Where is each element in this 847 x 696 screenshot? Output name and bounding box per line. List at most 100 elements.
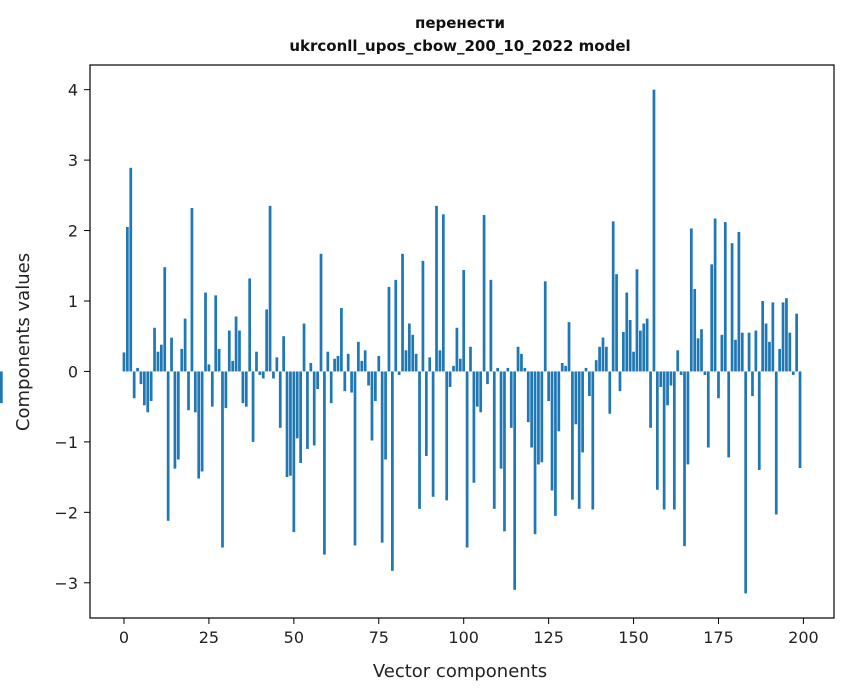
bar-145 — [615, 274, 618, 372]
bar-17 — [180, 348, 184, 372]
bar-34 — [238, 330, 241, 372]
bar-81 — [397, 371, 401, 375]
bar-128 — [557, 371, 561, 432]
bar-63 — [336, 355, 340, 372]
bar-48 — [285, 371, 289, 478]
bar-15 — [173, 371, 177, 469]
bar-54 — [306, 371, 309, 449]
bar-109 — [492, 371, 496, 509]
bar-113 — [506, 367, 510, 372]
bar-99 — [458, 358, 462, 372]
x-tick-label-175: 175 — [703, 628, 734, 647]
bar-56 — [312, 371, 316, 446]
bar-192 — [774, 371, 778, 515]
x-tick-label-50: 50 — [284, 628, 304, 647]
bar-196 — [788, 332, 792, 372]
y-tick-label-0: 0 — [68, 362, 78, 381]
bar-84 — [407, 323, 411, 372]
bar-51 — [295, 371, 299, 439]
bar-62 — [333, 358, 336, 372]
bar-49 — [289, 371, 292, 476]
bar-31 — [227, 330, 231, 372]
bar-60 — [326, 351, 330, 372]
bar-12 — [163, 267, 167, 372]
bar-169 — [696, 338, 700, 372]
bar-29 — [221, 371, 224, 548]
bar-195 — [785, 298, 788, 372]
bar-183 — [744, 371, 748, 594]
bar-64 — [340, 308, 343, 372]
bar-71 — [363, 350, 367, 372]
bar-0 — [122, 352, 126, 372]
bar-198 — [795, 313, 798, 372]
bar-85 — [411, 334, 415, 372]
bar-160 — [666, 371, 669, 406]
bar-94 — [441, 214, 445, 372]
bar-126 — [550, 371, 554, 491]
bar-143 — [608, 371, 612, 414]
bar-107 — [486, 371, 489, 385]
plot-area-frame — [89, 64, 835, 619]
bar-75 — [377, 355, 381, 372]
bar-46 — [278, 371, 282, 428]
bar-155 — [649, 371, 652, 428]
bar-129 — [560, 362, 564, 372]
bar-5 — [139, 371, 143, 385]
bar-20 — [190, 208, 194, 372]
x-axis: 0 25 50 75 100 125 150 175 200 — [119, 618, 819, 647]
bar-43 — [268, 205, 272, 372]
bar-189 — [764, 323, 768, 372]
bar-180 — [734, 339, 737, 372]
bar-178 — [727, 371, 731, 458]
x-axis-label: Vector components — [373, 661, 547, 682]
bar-76 — [380, 371, 384, 543]
bar-153 — [642, 323, 646, 372]
bar-186 — [754, 330, 758, 372]
bar-6 — [143, 371, 146, 406]
bar-80 — [394, 279, 398, 372]
bar-172 — [706, 371, 710, 448]
bar-121 — [533, 371, 537, 535]
bar-24 — [204, 292, 207, 372]
bar-185 — [751, 371, 754, 397]
bar-110 — [496, 367, 500, 372]
bar-122 — [537, 371, 540, 465]
bar-193 — [778, 348, 781, 372]
bar-89 — [424, 371, 428, 456]
y-axis: −3 −2 −1 0 1 2 3 4 — [54, 81, 90, 593]
bar-159 — [662, 371, 666, 510]
bar-37 — [248, 278, 252, 372]
bar-86 — [414, 353, 418, 372]
y-tick-label--1: −1 — [54, 433, 78, 452]
bar-57 — [316, 371, 319, 390]
bar-52 — [299, 371, 302, 464]
x-tick-label-25: 25 — [199, 628, 219, 647]
bar-70 — [360, 360, 364, 372]
bar-197 — [791, 371, 795, 375]
bar-35 — [241, 371, 245, 404]
bar-191 — [771, 302, 775, 372]
bar-146 — [618, 371, 622, 392]
bar-130 — [564, 365, 567, 372]
bar-176 — [720, 334, 724, 372]
bar-90 — [428, 357, 432, 372]
bars-group — [0, 89, 802, 594]
bar-92 — [435, 205, 438, 372]
bar-13 — [166, 371, 170, 521]
bar-141 — [601, 337, 605, 372]
bar-21 — [193, 371, 197, 413]
bar-103 — [472, 371, 476, 483]
bar-97 — [452, 365, 455, 372]
bar-114 — [509, 371, 513, 428]
bar-72 — [367, 371, 370, 386]
bar-150 — [632, 351, 635, 372]
bar-96 — [448, 371, 452, 387]
bar-152 — [639, 330, 642, 372]
bar-65 — [343, 371, 347, 392]
bar-23 — [200, 371, 204, 472]
bar-135 — [581, 371, 584, 453]
bar-171 — [703, 371, 707, 375]
bar-88 — [421, 260, 425, 372]
bar-68 — [353, 371, 357, 546]
